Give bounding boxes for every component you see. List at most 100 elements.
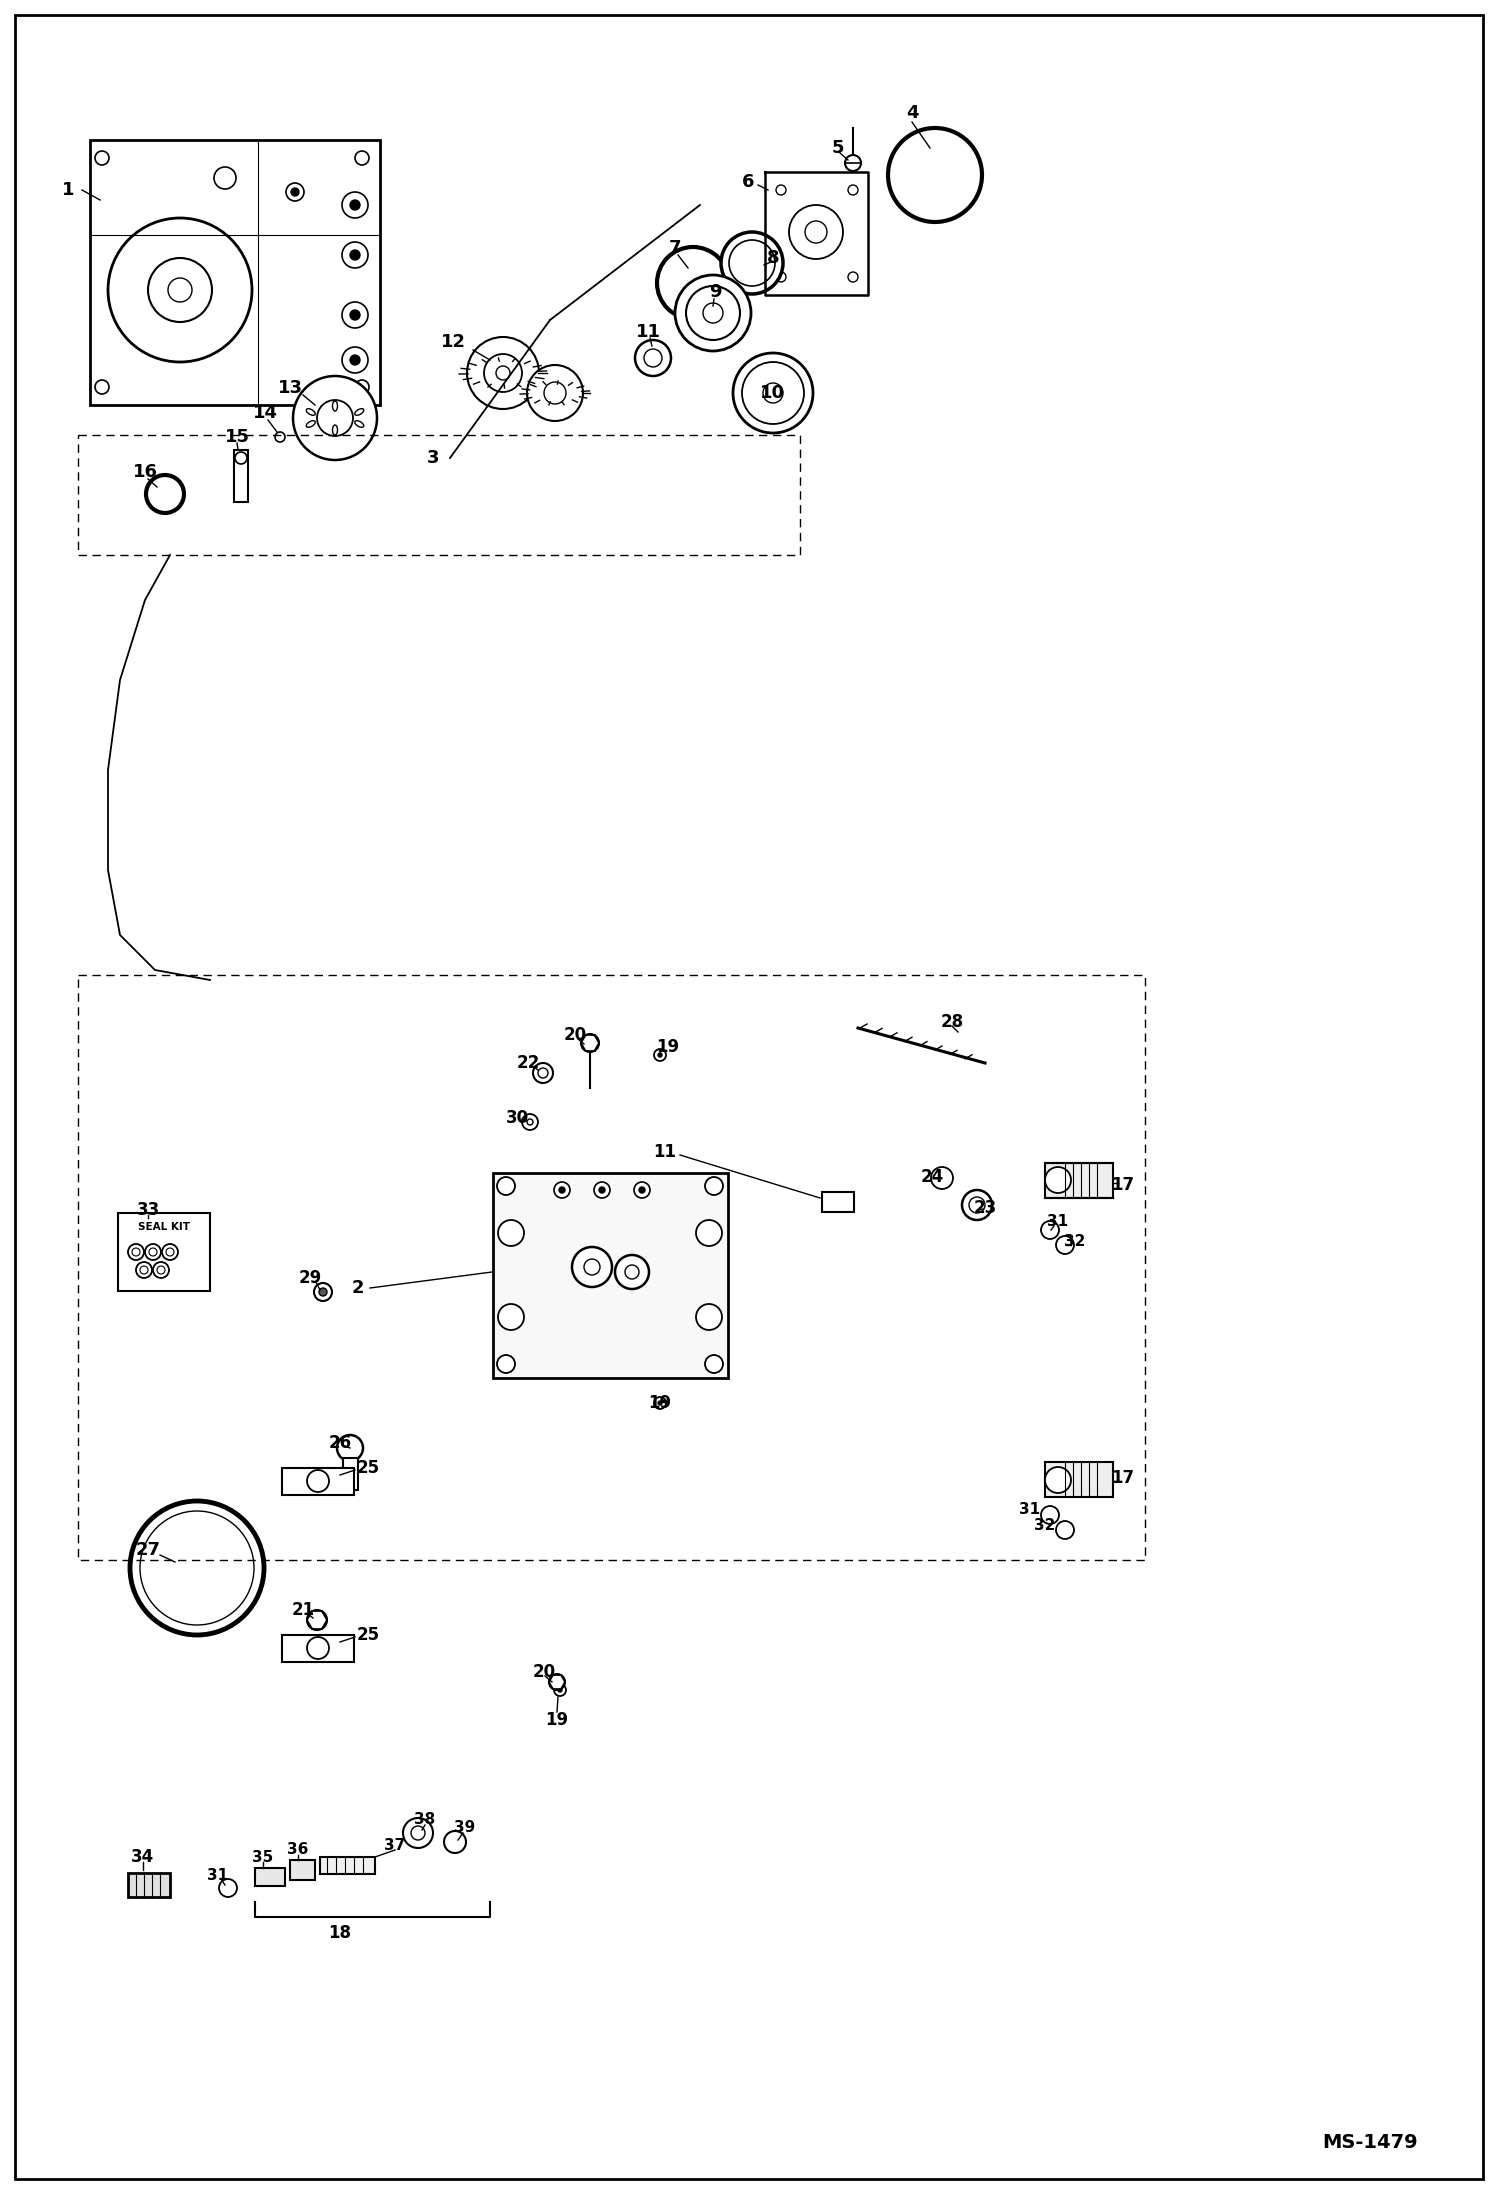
Bar bbox=[343, 1459, 358, 1490]
Ellipse shape bbox=[333, 426, 337, 434]
Circle shape bbox=[658, 1402, 662, 1404]
Circle shape bbox=[554, 1685, 566, 1696]
Circle shape bbox=[686, 285, 740, 340]
Circle shape bbox=[557, 1687, 562, 1692]
Circle shape bbox=[706, 1176, 724, 1196]
Circle shape bbox=[351, 250, 360, 261]
Circle shape bbox=[706, 1356, 724, 1373]
Circle shape bbox=[351, 309, 360, 320]
Bar bbox=[493, 1174, 728, 1378]
Circle shape bbox=[888, 127, 983, 222]
Text: 23: 23 bbox=[974, 1198, 996, 1218]
Text: 11: 11 bbox=[635, 323, 661, 340]
Circle shape bbox=[286, 182, 304, 202]
Bar bbox=[234, 450, 249, 502]
Circle shape bbox=[554, 1183, 571, 1198]
Bar bbox=[90, 140, 380, 406]
Circle shape bbox=[145, 474, 184, 513]
Circle shape bbox=[484, 353, 521, 393]
Circle shape bbox=[1046, 1468, 1071, 1492]
Text: 9: 9 bbox=[709, 283, 721, 301]
Circle shape bbox=[219, 1878, 237, 1898]
Text: MS-1479: MS-1479 bbox=[1323, 2133, 1417, 2152]
Circle shape bbox=[351, 200, 360, 211]
Circle shape bbox=[148, 259, 213, 323]
Text: 33: 33 bbox=[136, 1200, 160, 1220]
Text: 22: 22 bbox=[517, 1053, 539, 1073]
Circle shape bbox=[403, 1819, 433, 1847]
Circle shape bbox=[153, 1262, 169, 1277]
Circle shape bbox=[544, 382, 566, 404]
Text: 15: 15 bbox=[225, 428, 250, 445]
Circle shape bbox=[969, 1198, 986, 1213]
Bar bbox=[822, 1191, 854, 1211]
Circle shape bbox=[521, 1115, 538, 1130]
Circle shape bbox=[721, 233, 783, 294]
Circle shape bbox=[94, 151, 109, 165]
Circle shape bbox=[94, 380, 109, 395]
Circle shape bbox=[168, 279, 192, 303]
Circle shape bbox=[148, 1248, 157, 1255]
Circle shape bbox=[776, 272, 786, 283]
Circle shape bbox=[319, 1288, 327, 1297]
Ellipse shape bbox=[306, 421, 315, 428]
Circle shape bbox=[1056, 1235, 1074, 1255]
Text: 38: 38 bbox=[415, 1812, 436, 1828]
Bar bbox=[118, 1213, 210, 1290]
Text: 2: 2 bbox=[352, 1279, 364, 1297]
Text: 17: 17 bbox=[1112, 1470, 1134, 1488]
Circle shape bbox=[762, 384, 783, 404]
Circle shape bbox=[697, 1303, 722, 1330]
Text: 21: 21 bbox=[292, 1602, 315, 1619]
Circle shape bbox=[584, 1259, 601, 1275]
Text: 5: 5 bbox=[831, 138, 845, 158]
Circle shape bbox=[443, 1832, 466, 1854]
Circle shape bbox=[730, 239, 774, 285]
Circle shape bbox=[496, 366, 509, 380]
Circle shape bbox=[307, 1610, 327, 1630]
Circle shape bbox=[307, 1470, 330, 1492]
Circle shape bbox=[136, 1262, 151, 1277]
Circle shape bbox=[235, 452, 247, 463]
Circle shape bbox=[130, 1501, 264, 1635]
Circle shape bbox=[616, 1255, 649, 1290]
Circle shape bbox=[276, 432, 285, 441]
Circle shape bbox=[315, 1283, 333, 1301]
Bar bbox=[1046, 1461, 1113, 1496]
Text: 19: 19 bbox=[656, 1038, 680, 1055]
Circle shape bbox=[527, 364, 583, 421]
Circle shape bbox=[538, 1068, 548, 1077]
Circle shape bbox=[139, 1266, 148, 1275]
Text: 28: 28 bbox=[941, 1014, 963, 1031]
Text: 37: 37 bbox=[385, 1839, 406, 1852]
Circle shape bbox=[559, 1187, 565, 1194]
Circle shape bbox=[776, 184, 786, 195]
Bar bbox=[282, 1468, 354, 1494]
Circle shape bbox=[658, 248, 730, 318]
Circle shape bbox=[355, 151, 369, 165]
Circle shape bbox=[742, 362, 804, 423]
Circle shape bbox=[658, 1053, 662, 1058]
Circle shape bbox=[214, 167, 237, 189]
Ellipse shape bbox=[333, 402, 337, 410]
Circle shape bbox=[467, 338, 539, 408]
Ellipse shape bbox=[355, 421, 364, 428]
Text: 1: 1 bbox=[61, 180, 75, 200]
Circle shape bbox=[145, 1244, 160, 1259]
Circle shape bbox=[533, 1064, 553, 1084]
Text: 3: 3 bbox=[427, 450, 439, 467]
Circle shape bbox=[635, 340, 671, 375]
Text: 25: 25 bbox=[357, 1459, 379, 1477]
Circle shape bbox=[342, 347, 369, 373]
Text: 34: 34 bbox=[132, 1847, 154, 1867]
Text: 17: 17 bbox=[1112, 1176, 1134, 1194]
Circle shape bbox=[625, 1266, 640, 1279]
Circle shape bbox=[497, 1303, 524, 1330]
Text: 11: 11 bbox=[653, 1143, 677, 1161]
Circle shape bbox=[342, 241, 369, 268]
Text: 7: 7 bbox=[668, 239, 682, 257]
Circle shape bbox=[157, 1266, 165, 1275]
Bar bbox=[282, 1635, 354, 1663]
Circle shape bbox=[132, 1248, 139, 1255]
Circle shape bbox=[294, 375, 377, 461]
